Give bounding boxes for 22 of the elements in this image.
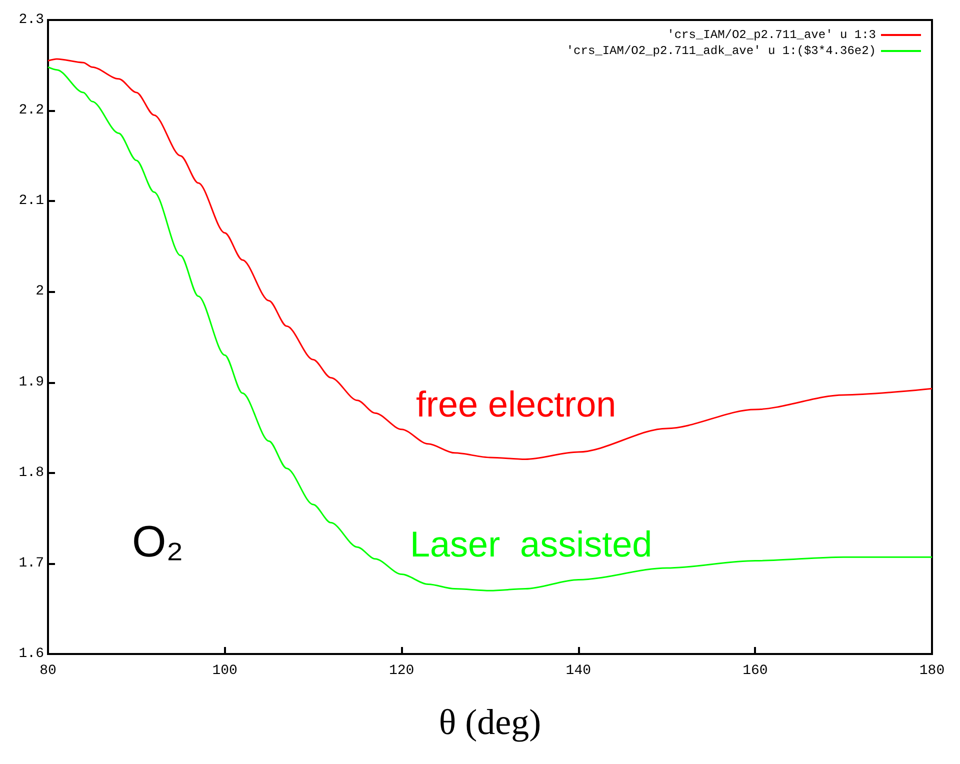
y-tick-label: 2.3 [18,12,44,28]
x-tick-label: 160 [742,663,768,679]
y-tick-label: 1.7 [18,555,44,572]
y-tick-label: 2 [36,284,44,300]
y-tick-label: 1.8 [18,464,44,481]
y-tick-label: 2.1 [18,193,44,210]
x-axis-title: θ (deg) [438,702,542,742]
y-tick-label: 2.2 [18,102,44,119]
y-tick-label: 1.6 [18,646,44,662]
legend-label: 'crs_IAM/O2_p2.711_ave' u 1:3 [667,28,876,42]
line-series [47,66,933,592]
x-tick-label: 180 [919,663,945,679]
x-tick-label: 80 [40,663,56,679]
annotation: Laser assisted [410,524,652,564]
y-tick-label: 1.9 [18,374,44,390]
annotation: free electron [416,384,616,424]
x-tick-label: 120 [388,663,414,679]
line-series [47,58,933,460]
x-tick-label: 100 [212,663,238,679]
legend-label: 'crs_IAM/O2_p2.711_adk_ave' u 1:($3*4.36e2) [566,44,876,58]
x-tick-label: 140 [566,663,592,679]
annotation: O₂ [132,518,184,566]
